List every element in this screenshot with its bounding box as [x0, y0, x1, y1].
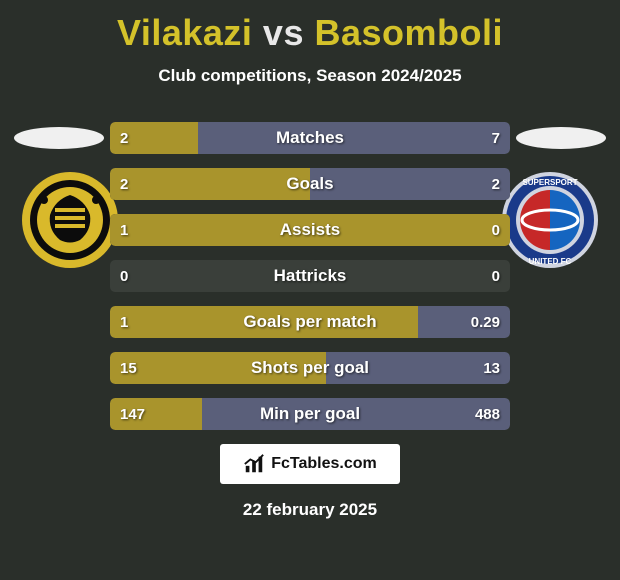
stat-value-left: 2 — [120, 168, 128, 200]
stat-label: Goals per match — [110, 306, 510, 338]
stat-value-right: 0 — [492, 260, 500, 292]
stat-value-right: 0 — [492, 214, 500, 246]
stats-bars: Matches27Goals22Assists10Hattricks00Goal… — [110, 122, 510, 444]
stat-value-right: 2 — [492, 168, 500, 200]
crest-shadow-right — [516, 127, 606, 149]
stat-row: Shots per goal15 13 — [110, 352, 510, 384]
chart-icon — [243, 453, 265, 475]
subtitle: Club competitions, Season 2024/2025 — [0, 66, 620, 86]
stat-row: Goals per match1 0.29 — [110, 306, 510, 338]
kaizer-chiefs-icon — [20, 170, 120, 270]
stat-label: Shots per goal — [110, 352, 510, 384]
stat-label: Min per goal — [110, 398, 510, 430]
date: 22 february 2025 — [0, 500, 620, 520]
title-player1: Vilakazi — [117, 12, 252, 53]
stat-label: Hattricks — [110, 260, 510, 292]
stat-value-left: 15 — [120, 352, 137, 384]
stat-row: Matches2 7 — [110, 122, 510, 154]
stat-label: Goals — [110, 168, 510, 200]
stat-value-left: 1 — [120, 214, 128, 246]
title-player2: Basomboli — [314, 12, 503, 53]
stat-row: Hattricks0 0 — [110, 260, 510, 292]
stat-value-right: 488 — [475, 398, 500, 430]
club-crest-left — [20, 170, 120, 270]
footer-brand[interactable]: FcTables.com — [220, 444, 400, 484]
stat-value-right: 0.29 — [471, 306, 500, 338]
supersport-united-icon: SUPERSPORT UNITED FC — [500, 170, 600, 270]
stat-value-left: 0 — [120, 260, 128, 292]
title-vs: vs — [252, 12, 314, 53]
svg-text:UNITED FC: UNITED FC — [529, 257, 572, 266]
stat-value-left: 1 — [120, 306, 128, 338]
svg-text:SUPERSPORT: SUPERSPORT — [522, 178, 577, 187]
stat-value-left: 147 — [120, 398, 145, 430]
page-title: Vilakazi vs Basomboli — [0, 0, 620, 54]
stat-row: Goals2 2 — [110, 168, 510, 200]
stat-value-left: 2 — [120, 122, 128, 154]
stat-row: Min per goal147 488 — [110, 398, 510, 430]
stat-value-right: 13 — [483, 352, 500, 384]
stat-value-right: 7 — [492, 122, 500, 154]
stat-row: Assists1 0 — [110, 214, 510, 246]
stat-label: Assists — [110, 214, 510, 246]
club-crest-right: SUPERSPORT UNITED FC — [500, 170, 600, 270]
crest-shadow-left — [14, 127, 104, 149]
stat-label: Matches — [110, 122, 510, 154]
footer-brand-text: FcTables.com — [271, 455, 377, 473]
